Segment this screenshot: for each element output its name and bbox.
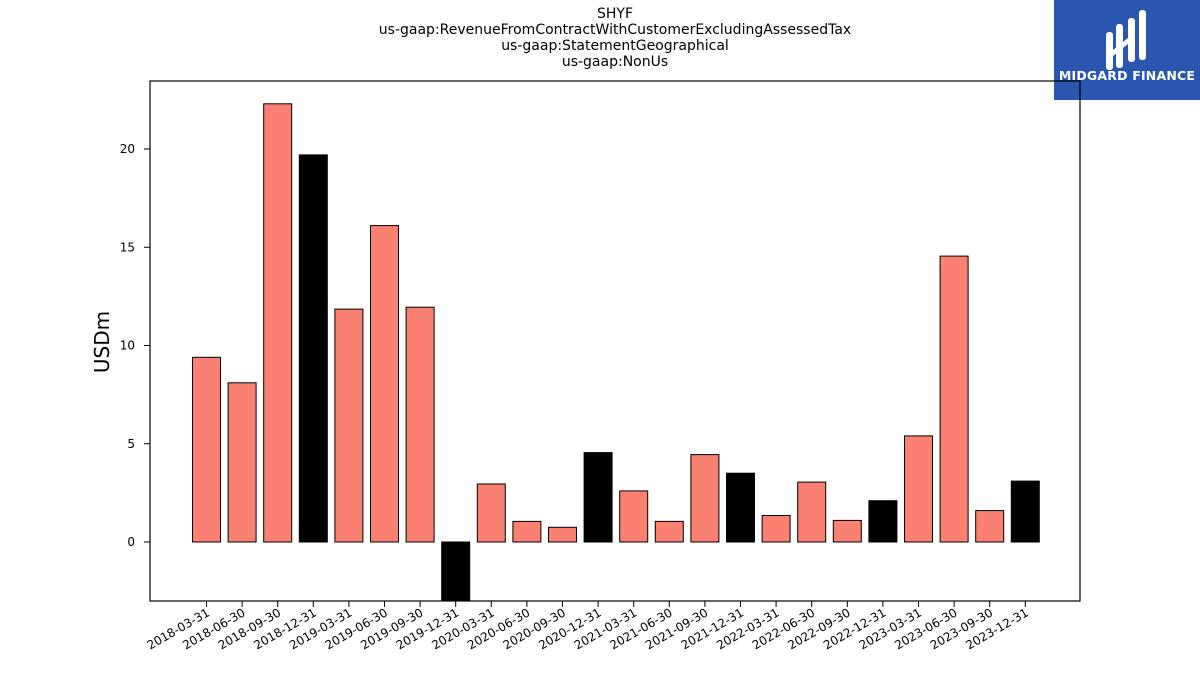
bar-2019-03-31 [334,308,364,543]
chart-title-line: SHYF [596,6,634,22]
y-axis-label: USDm [90,311,114,373]
chart-title-line: us-gaap:NonUs [561,54,669,70]
bar-2018-03-31 [192,356,221,543]
bar-2020-03-31 [476,483,506,543]
bar-2021-09-30 [690,454,720,543]
midgard-finance-logo: MIDGARD FINANCE [1054,0,1200,100]
y-tick-label: 0 [127,535,135,549]
bar-2020-12-31 [583,452,613,543]
chart-title-line: us-gaap:RevenueFromContractWithCustomerE… [378,22,852,38]
bar-2018-12-31 [298,154,328,543]
y-tick-label: 20 [120,142,135,156]
chart-title: SHYF us-gaap:RevenueFromContractWithCust… [150,6,1080,70]
bars-group [192,103,1040,602]
y-tick-label: 10 [120,339,135,353]
bar-2018-09-30 [263,103,293,543]
bar-2018-06-30 [227,382,257,543]
bar-2021-12-31 [726,472,755,543]
logo-text: MIDGARD FINANCE [1058,68,1196,83]
bar-2021-03-31 [619,490,649,543]
y-tick-label: 15 [120,240,135,254]
bar-2022-09-30 [832,519,862,543]
bar-2019-09-30 [405,306,435,543]
bar-2021-06-30 [654,520,684,543]
chart-title-line: us-gaap:StatementGeographical [501,38,729,54]
bar-2023-12-31 [1010,480,1040,543]
bar-2020-09-30 [548,526,577,543]
bar-2023-03-31 [904,435,933,543]
bar-2023-06-30 [939,255,969,543]
plot-frame [149,80,1081,602]
bar-2019-06-30 [370,225,399,543]
bar-2020-06-30 [512,520,542,543]
bar-2022-03-31 [761,515,791,543]
bar-2022-06-30 [797,481,827,543]
bar-2019-12-31 [441,541,471,602]
bar-2022-12-31 [868,500,898,543]
x-axis: 2018-03-312018-06-302018-09-302018-12-31… [145,601,1031,652]
midgard-logo-mark-icon [1106,10,1146,70]
y-axis: 0 5 10 15 20 [120,142,150,549]
y-tick-label: 5 [127,437,135,451]
bar-2023-09-30 [975,510,1005,543]
